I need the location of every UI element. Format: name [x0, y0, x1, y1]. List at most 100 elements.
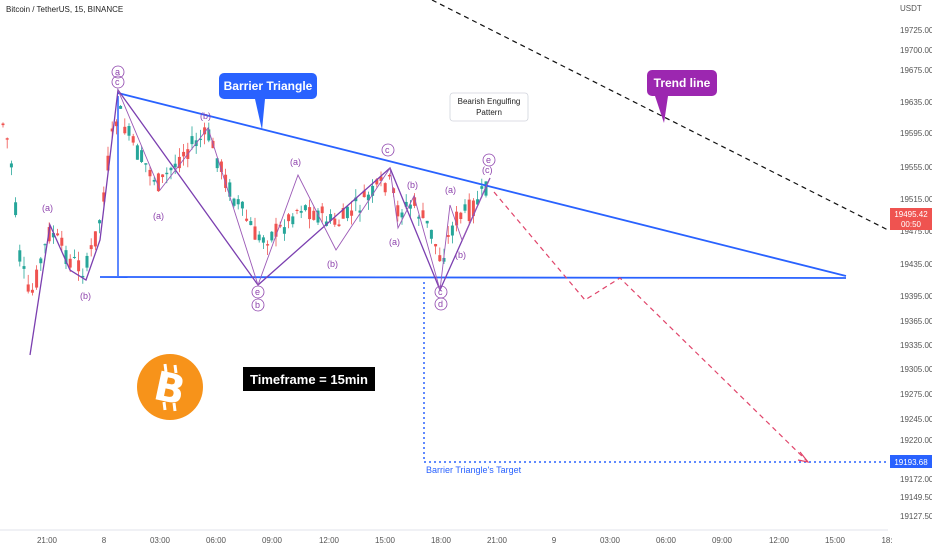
candle-body — [459, 212, 463, 220]
y-tick-label: 19555.00 — [900, 163, 932, 172]
candle-body — [438, 255, 442, 262]
triangle-lower-line[interactable] — [99, 276, 847, 279]
y-tick-label: 19365.00 — [900, 317, 932, 326]
wave-label: (c) — [482, 165, 493, 175]
candle-body — [266, 244, 270, 246]
wave-label: (b) — [80, 291, 91, 301]
candle-body — [379, 176, 383, 181]
candle-body — [135, 145, 139, 160]
x-tick-label: 21:00 — [37, 536, 58, 545]
y-tick-label: 19675.00 — [900, 66, 932, 75]
trend-line-callout[interactable]: Trend line — [647, 70, 717, 123]
candle-body — [72, 256, 76, 258]
candle-body — [404, 201, 408, 207]
chart-title: Bitcoin / TetherUS, 15, BINANCE — [6, 5, 123, 14]
candle-body — [35, 269, 39, 288]
candle-body — [114, 121, 118, 127]
candle-body — [93, 231, 97, 247]
candle-body — [341, 208, 345, 219]
x-tick-label: 18: — [881, 536, 892, 545]
candle-body — [396, 205, 400, 217]
y-tick-label: 19275.00 — [900, 390, 932, 399]
x-tick-label: 03:00 — [600, 536, 621, 545]
candle-body — [64, 250, 68, 265]
y-tick-label: 19245.00 — [900, 415, 932, 424]
candle-body — [350, 210, 354, 216]
candle-body — [366, 194, 370, 201]
bearish-engulfing-note[interactable]: Bearish Engulfing Pattern — [449, 92, 529, 122]
candle-body — [177, 156, 181, 169]
y-tick-label: 19305.00 — [900, 365, 932, 374]
candle-body — [43, 244, 47, 246]
bearish-engulfing-line2: Pattern — [476, 108, 502, 117]
candle-body — [446, 235, 450, 237]
candle-body — [228, 182, 232, 197]
candle-body — [119, 105, 123, 109]
y-tick-label: 19335.00 — [900, 341, 932, 350]
candle-body — [123, 126, 127, 134]
candle-body — [18, 250, 22, 262]
candle-body — [387, 174, 391, 177]
candle-body — [408, 204, 412, 209]
candle-body — [68, 258, 72, 268]
candle-body — [450, 225, 454, 236]
x-tick-label: 8 — [102, 536, 107, 545]
candle-body — [245, 218, 249, 221]
candle-body — [224, 174, 228, 188]
candle-body — [131, 136, 135, 143]
candle-body — [421, 210, 425, 219]
candle-body — [299, 210, 303, 213]
secondary-wave-path — [117, 89, 491, 291]
candle-body — [56, 233, 60, 236]
candle-body — [77, 260, 81, 272]
countdown: 00:50 — [901, 220, 922, 229]
candle-body — [371, 185, 375, 196]
candle-body — [140, 150, 144, 162]
triangle-upper-line[interactable] — [117, 92, 847, 277]
trend-line[interactable] — [431, 0, 889, 231]
wave-label: c — [438, 287, 443, 297]
timeframe-badge: Timeframe = 15min — [243, 367, 375, 391]
wave-label: a — [115, 67, 120, 77]
y-tick-label: 19149.50 — [900, 493, 932, 502]
candle-body — [476, 199, 480, 205]
target-price: 19193.68 — [894, 458, 928, 467]
primary-wave-path — [29, 88, 491, 356]
projection-path — [493, 191, 809, 463]
y-tick-label: 19700.00 — [900, 46, 932, 55]
target-price-badge: 19193.68 — [890, 455, 932, 468]
candle-body — [51, 232, 55, 238]
candle-body — [148, 169, 152, 177]
candle-body — [215, 158, 219, 169]
wave-label: (b) — [327, 259, 338, 269]
wave-label: b — [255, 300, 260, 310]
wave-label: (b) — [200, 111, 211, 121]
candle-body — [375, 179, 379, 185]
candle-body — [173, 163, 177, 168]
x-tick-label: 09:00 — [262, 536, 283, 545]
x-tick-label: 03:00 — [150, 536, 171, 545]
barrier-triangle-callout[interactable]: Barrier Triangle — [219, 73, 317, 130]
candle-body — [413, 197, 417, 206]
candle-body — [257, 234, 261, 241]
x-tick-label: 15:00 — [825, 536, 846, 545]
bearish-engulfing-line1: Bearish Engulfing — [458, 97, 521, 106]
candle-body — [240, 201, 244, 209]
candle-body — [169, 167, 173, 171]
wave-label: (a) — [445, 185, 456, 195]
candles — [1, 105, 488, 296]
candle-body — [98, 220, 102, 224]
candle-body — [295, 209, 299, 211]
candle-body — [463, 204, 467, 211]
candle-body — [287, 214, 291, 222]
wave-label: (b) — [455, 250, 466, 260]
y-tick-label: 19127.50 — [900, 512, 932, 521]
candle-body — [232, 198, 236, 206]
wave-label: d — [438, 299, 443, 309]
candle-body — [253, 226, 257, 240]
target-label: Barrier Triangle's Target — [426, 465, 522, 475]
candle-body — [425, 220, 429, 224]
wave-label: e — [486, 155, 491, 165]
